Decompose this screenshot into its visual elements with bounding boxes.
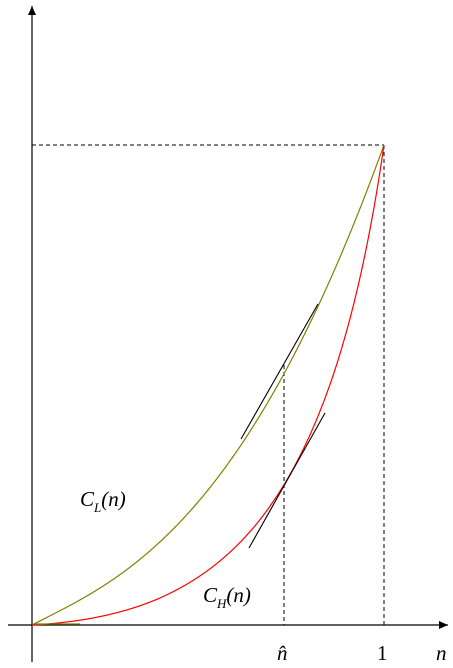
label-c-high: CH(n) xyxy=(203,583,251,611)
label-c-high-subscript: H xyxy=(216,596,227,611)
label-c-low-argument: (n) xyxy=(101,487,126,511)
label-c-low-subscript: L xyxy=(93,500,101,515)
x-axis-label: n xyxy=(436,641,447,665)
tick-label-one: 1 xyxy=(377,641,388,665)
label-c-low: CL(n) xyxy=(80,487,126,515)
label-c-high-argument: (n) xyxy=(226,583,251,607)
label-c-low-symbol: C xyxy=(80,487,95,511)
curve-c-high xyxy=(31,144,385,626)
label-c-high-symbol: C xyxy=(203,583,218,607)
tangent-c-low xyxy=(240,303,319,440)
tangent-c-high xyxy=(248,412,326,549)
tick-label-n-hat: n̂ xyxy=(277,641,288,665)
curve-c-low xyxy=(31,144,385,626)
